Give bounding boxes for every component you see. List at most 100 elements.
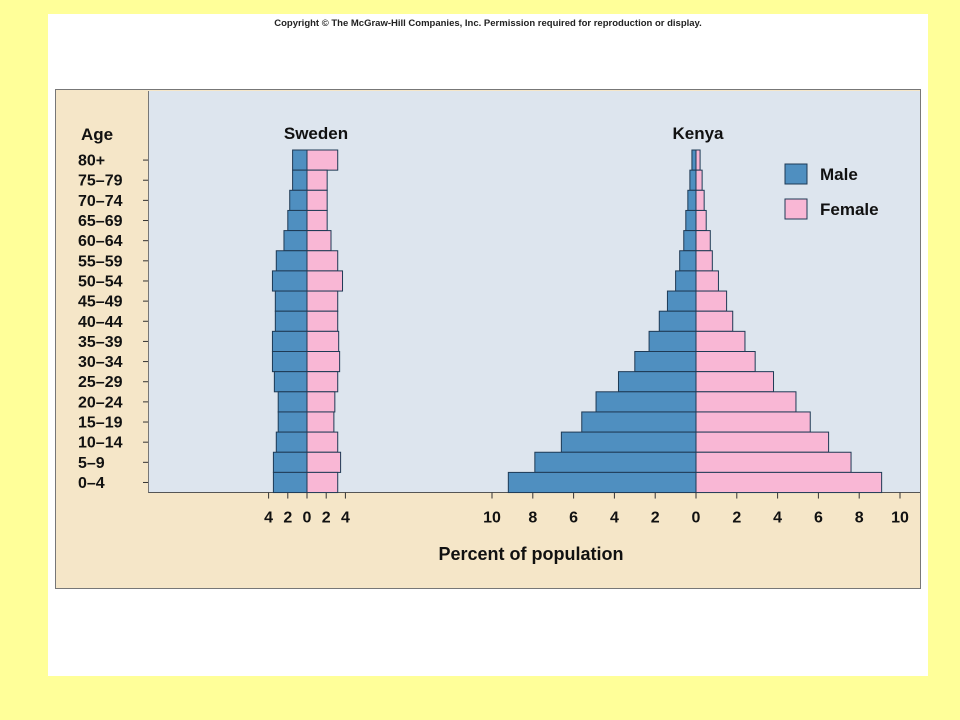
kenya-x-tick-label: 8 (855, 510, 864, 527)
sweden-x-tick-label: 4 (264, 510, 273, 527)
kenya-male-bar (560, 431, 697, 453)
kenya-female-bar (695, 149, 701, 171)
age-category-label: 15–19 (78, 415, 123, 432)
sweden-female-bar (306, 391, 336, 413)
sweden-female-bar (306, 270, 344, 292)
kenya-x-tick-label: 2 (732, 510, 741, 527)
sweden-x-tick-label: 2 (283, 510, 292, 527)
sweden-male-bar (274, 310, 308, 332)
legend-label-female: Female (820, 200, 879, 219)
kenya-x-tick-label: 4 (773, 510, 782, 527)
sweden-female-bar (306, 290, 339, 312)
age-category-label: 25–29 (78, 374, 123, 391)
kenya-male-bar (687, 189, 697, 211)
sweden-x-tick-label: 4 (341, 510, 350, 527)
sweden-female-bar (306, 149, 339, 171)
sweden-female-bar (306, 330, 340, 353)
kenya-x-tick-label: 6 (814, 510, 823, 527)
y-axis-title: Age (81, 125, 113, 144)
sweden-male-bar (292, 149, 308, 171)
kenya-x-tick-label: 10 (483, 510, 501, 527)
legend-label-male: Male (820, 165, 858, 184)
kenya-male-bar (679, 250, 697, 272)
kenya-male-bar (581, 411, 697, 433)
kenya-female-bar (695, 230, 711, 252)
kenya-x-tick-label: 10 (891, 510, 909, 527)
age-category-label: 75–79 (78, 173, 123, 190)
age-category-label: 70–74 (78, 193, 123, 210)
kenya-male-bar (617, 371, 697, 393)
kenya-female-bar (695, 471, 883, 494)
kenya-x-tick-label: 8 (528, 510, 537, 527)
age-category-label: 65–69 (78, 213, 123, 230)
age-category-label: 0–4 (78, 475, 105, 492)
sweden-panel-title: Sweden (284, 124, 348, 143)
sweden-female-bar (306, 451, 342, 473)
sweden-male-bar (271, 330, 308, 353)
kenya-female-bar (695, 330, 746, 353)
kenya-female-bar (695, 431, 830, 453)
age-category-label: 80+ (78, 153, 105, 170)
sweden-male-bar (272, 451, 308, 473)
kenya-male-bar (666, 290, 697, 312)
sweden-male-bar (283, 230, 308, 252)
sweden-female-bar (306, 371, 339, 393)
age-category-label: 50–54 (78, 273, 123, 290)
sweden-male-bar (275, 431, 308, 453)
sweden-x-tick-label: 0 (303, 510, 312, 527)
age-category-label: 40–44 (78, 314, 123, 331)
sweden-male-bar (289, 189, 308, 211)
slide: Copyright © The McGraw-Hill Companies, I… (48, 14, 928, 676)
copyright-notice: Copyright © The McGraw-Hill Companies, I… (274, 18, 702, 29)
sweden-male-bar (274, 290, 308, 312)
sweden-female-bar (306, 431, 339, 453)
sweden-male-bar (271, 351, 308, 373)
age-category-label: 5–9 (78, 455, 105, 472)
age-category-label: 20–24 (78, 394, 123, 411)
kenya-male-bar (634, 351, 697, 373)
kenya-male-bar (675, 270, 697, 292)
kenya-female-bar (695, 169, 703, 191)
kenya-female-bar (695, 189, 705, 211)
age-category-label: 55–59 (78, 253, 123, 270)
sweden-male-bar (277, 411, 308, 433)
age-category-label: 30–34 (78, 354, 123, 371)
kenya-male-bar (595, 391, 697, 413)
sweden-female-bar (306, 189, 328, 211)
kenya-x-tick-label: 6 (569, 510, 578, 527)
kenya-female-bar (695, 451, 852, 473)
kenya-female-bar (695, 351, 756, 373)
legend-swatch-male (784, 163, 808, 185)
kenya-female-bar (695, 391, 797, 413)
age-category-label: 10–14 (78, 435, 123, 452)
kenya-female-bar (695, 371, 775, 393)
kenya-x-tick-label: 0 (692, 510, 701, 527)
kenya-male-bar (534, 451, 697, 473)
sweden-female-bar (306, 471, 339, 494)
kenya-male-bar (685, 209, 697, 232)
sweden-female-bar (306, 411, 335, 433)
sweden-female-bar (306, 310, 339, 332)
sweden-female-bar (306, 169, 328, 191)
kenya-male-bar (683, 230, 697, 252)
kenya-female-bar (695, 290, 728, 312)
sweden-x-tick-label: 2 (322, 510, 331, 527)
sweden-male-bar (292, 169, 308, 191)
kenya-male-bar (658, 310, 697, 332)
sweden-male-bar (275, 250, 308, 272)
kenya-x-tick-label: 4 (610, 510, 619, 527)
population-pyramid-chart: Age 80+ 75–79 70–74 65–69 60–64 55–59 50–54 45–4… (78, 124, 909, 564)
age-category-label: 35–39 (78, 334, 123, 351)
sweden-male-bar (272, 471, 308, 494)
kenya-female-bar (695, 310, 734, 332)
kenya-male-bar (689, 169, 697, 191)
figure-frame: Age 80+ 75–79 70–74 65–69 60–64 55–59 50–54 45–4… (55, 89, 921, 589)
age-category-label: 45–49 (78, 294, 123, 311)
sweden-female-bar (306, 209, 328, 232)
kenya-male-bar (507, 471, 697, 494)
kenya-x-tick-label: 2 (651, 510, 660, 527)
sweden-female-bar (306, 351, 341, 373)
legend-swatch-female (784, 198, 808, 220)
kenya-female-bar (695, 270, 719, 292)
sweden-female-bar (306, 250, 339, 272)
